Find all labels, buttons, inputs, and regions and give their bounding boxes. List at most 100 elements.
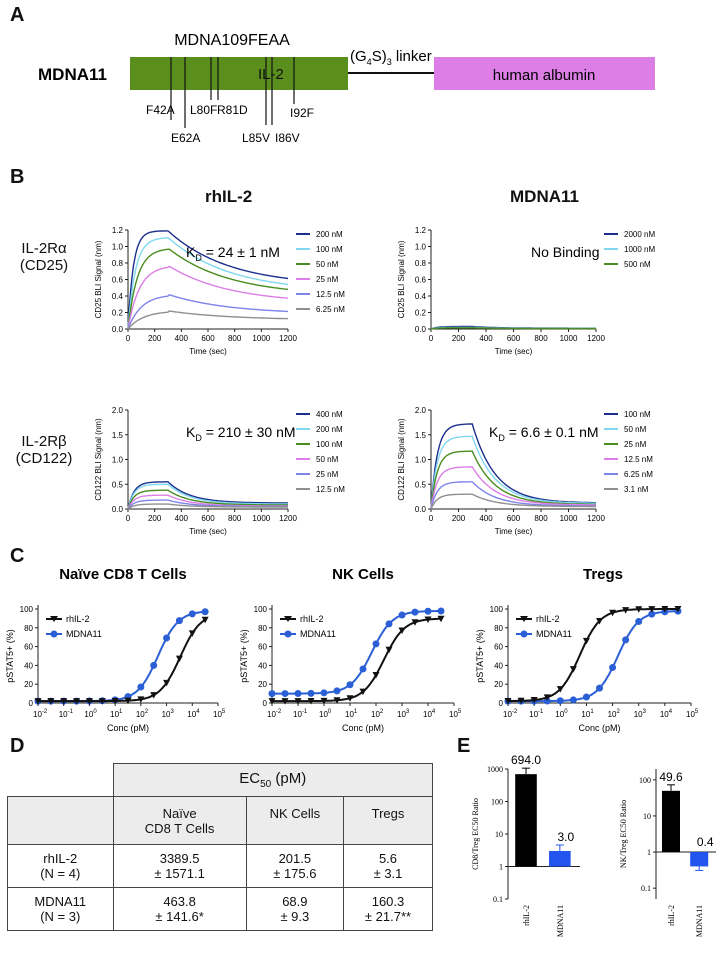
- table-blank-header: [7, 796, 114, 845]
- x-tick-label: 1000: [560, 514, 578, 523]
- data-point: [517, 697, 525, 705]
- legend-label: 400 nM: [316, 410, 343, 419]
- legend-label: 100 nM: [624, 410, 651, 419]
- legend-label: 6.25 nM: [316, 305, 345, 314]
- sensorgram-curve: [127, 310, 289, 330]
- y-tick-label: 1.0: [112, 456, 124, 465]
- legend-label: MDNA11: [300, 629, 336, 639]
- data-point: [543, 694, 551, 701]
- sensorgram-curve: [430, 435, 597, 510]
- y-tick-label: 0.5: [415, 480, 427, 489]
- data-point: [424, 607, 432, 615]
- ratio-bar: [549, 850, 571, 867]
- x-axis-label: Conc (pM): [107, 723, 149, 733]
- legend-label: 25 nM: [316, 470, 339, 479]
- row-name: MDNA11 (N = 3): [7, 887, 114, 931]
- construct-diagram: MDNA109FEAA MDNA11 IL-2 (G4S)3 linker hu…: [38, 32, 655, 145]
- x-tick-label: 0: [126, 334, 131, 343]
- ratio-charts: 0.1 1 10 100 1000 CD8/Treg EC50 Ratio 694.0 rhI…: [471, 753, 716, 937]
- data-point: [385, 620, 393, 628]
- x-tick-label: 1200: [279, 334, 297, 343]
- y-tick-label: 0.2: [415, 309, 427, 318]
- x-axis-label: Time (sec): [495, 347, 533, 356]
- legend-marker: [50, 630, 58, 638]
- panel-c-label: C: [10, 545, 25, 567]
- y-tick-label: 1.0: [415, 456, 427, 465]
- data-point: [137, 683, 145, 691]
- y-tick-label: 40: [494, 661, 503, 670]
- legend-label: 200 nM: [316, 230, 343, 239]
- sensorgram-curve: [127, 481, 288, 510]
- y-tick-label: 1: [647, 848, 651, 857]
- y-tick-label: 100: [491, 798, 503, 807]
- y-tick-label: 0.1: [493, 895, 503, 904]
- cell: 68.9 ± 9.3: [245, 887, 345, 931]
- x-tick-label: 400: [175, 334, 189, 343]
- data-point: [201, 608, 209, 616]
- data-point: [596, 617, 603, 625]
- x-tick-label: 103: [634, 709, 647, 719]
- data-point: [281, 690, 289, 698]
- data-point: [437, 615, 445, 623]
- x-tick-label: 0: [429, 334, 434, 343]
- legend-label: rhIL-2: [300, 614, 324, 624]
- col-title-mdna11: MDNA11: [510, 187, 579, 206]
- legend-label: 25 nM: [624, 440, 647, 449]
- data-point: [648, 610, 656, 618]
- y-tick-label: 0.5: [112, 480, 124, 489]
- y-tick-label: 1: [499, 863, 503, 872]
- y-axis-label: CD122 BLI Signal (nm): [397, 418, 406, 501]
- y-tick-label: 60: [494, 643, 503, 652]
- dose-chart-title: Tregs: [583, 566, 623, 583]
- bli-charts: 0.0 0.2 0.4 0.6 0.8 1.0 1.2 0 200 400 600 800 1000 12…: [94, 226, 655, 536]
- x-tick-label: 10-2: [33, 709, 48, 719]
- y-tick-label: 20: [24, 680, 33, 689]
- data-point: [124, 697, 132, 705]
- row-label-line: IL-2Rβ: [21, 433, 67, 450]
- data-point: [268, 698, 276, 705]
- x-tick-label: 1000: [560, 334, 578, 343]
- x-tick-label: 100: [84, 709, 97, 719]
- y-tick-label: 60: [24, 643, 33, 652]
- data-point: [556, 686, 564, 693]
- x-tick-label: 102: [136, 709, 149, 719]
- legend-marker: [520, 616, 528, 622]
- y-tick-label: 0: [263, 699, 268, 708]
- mutation-label: L85V: [242, 131, 270, 145]
- legend-label: 500 nM: [624, 260, 651, 269]
- data-point: [582, 637, 590, 645]
- legend-marker: [284, 630, 292, 638]
- y-tick-label: 40: [24, 661, 33, 670]
- legend-label: rhIL-2: [66, 614, 90, 624]
- panel-a-label: A: [10, 4, 25, 26]
- y-tick-label: 1.5: [415, 431, 427, 440]
- legend-label: 50 nM: [316, 455, 339, 464]
- y-tick-label: 80: [24, 624, 33, 633]
- data-point: [622, 636, 630, 644]
- x-tick-label: 600: [201, 334, 215, 343]
- y-tick-label: 0.0: [415, 505, 427, 514]
- x-tick-label: 800: [228, 334, 242, 343]
- fit-curve: [38, 618, 206, 703]
- data-point: [188, 610, 196, 618]
- y-tick-label: 2.0: [415, 406, 427, 415]
- legend-label: MDNA11: [536, 629, 572, 639]
- x-tick-label: 800: [534, 514, 548, 523]
- ec50-table: EC50 (pM) Naïve CD8 T Cells NK Cells Treg…: [7, 763, 433, 931]
- data-point: [201, 616, 209, 624]
- legend-label: 50 nM: [624, 425, 647, 434]
- table-row: rhIL-2 (N = 4) 3389.5 ± 1571.1 201.5 ± 175.…: [7, 844, 433, 888]
- y-tick-label: 0.6: [415, 276, 427, 285]
- x-axis-label: Time (sec): [495, 527, 533, 536]
- y-tick-label: 10: [643, 812, 651, 821]
- y-tick-label: 60: [258, 643, 267, 652]
- x-tick-label: 101: [581, 709, 594, 719]
- il2-domain: [130, 57, 348, 90]
- y-tick-label: 0.6: [112, 276, 124, 285]
- dose-chart-title: Naïve CD8 T Cells: [59, 566, 187, 583]
- data-point: [635, 606, 643, 613]
- y-tick-label: 1000: [487, 765, 503, 774]
- data-point: [346, 681, 354, 689]
- y-tick-label: 10: [495, 830, 503, 839]
- x-tick-label: 200: [452, 514, 466, 523]
